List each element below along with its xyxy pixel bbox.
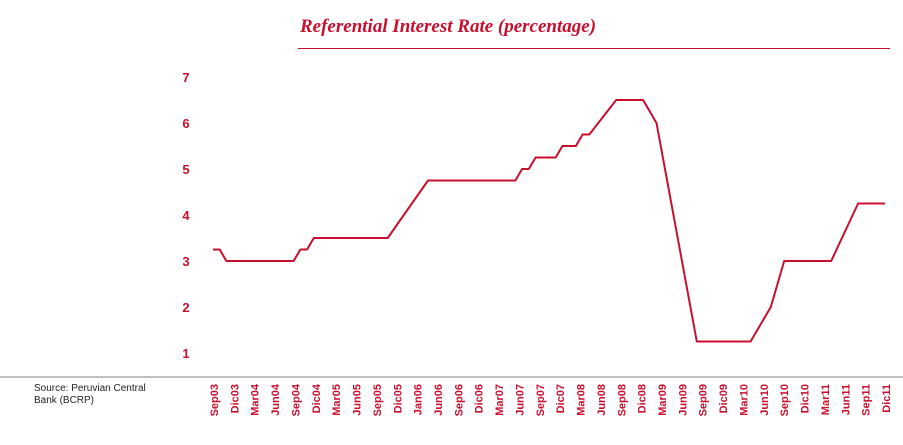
source-note: Source: Peruvian Central Bank (BCRP) <box>34 383 146 406</box>
y-tick-label: 6 <box>182 116 189 131</box>
x-tick-label: Sep09 <box>698 384 710 416</box>
x-tick-label: Dic11 <box>881 384 893 413</box>
y-tick-label: 1 <box>182 346 189 361</box>
x-tick-label: Mar07 <box>494 384 506 416</box>
y-tick-label: 3 <box>182 254 189 269</box>
y-tick-label: 4 <box>182 208 190 223</box>
x-tick-label: Dic08 <box>637 384 649 413</box>
chart-title: Referential Interest Rate (percentage) <box>300 16 597 37</box>
x-tick-label: Sep04 <box>290 383 302 416</box>
x-tick-label: Dic10 <box>800 384 812 413</box>
x-tick-label: Dic04 <box>311 383 323 413</box>
x-axis: Sep03 Dic03 Mar04 Jun04 Sep04 Dic04 Mar05 Jun05… <box>0 376 903 416</box>
x-tick-label: Dic09 <box>718 384 730 413</box>
x-tick-label: Jun10 <box>759 384 771 416</box>
title-divider <box>298 48 890 49</box>
x-tick-label: Jun05 <box>352 384 364 416</box>
x-tick-label: Dic05 <box>392 384 404 413</box>
x-tick-label: Mar10 <box>738 384 750 416</box>
x-tick-label: Sep08 <box>616 384 628 416</box>
x-tick-label: Jun11 <box>840 384 852 415</box>
y-tick-label: 2 <box>182 300 189 315</box>
x-tick-label: Jun04 <box>270 383 282 416</box>
x-tick-label: Sep07 <box>535 384 547 416</box>
x-tick-label: Dic03 <box>229 384 241 413</box>
x-tick-label: Mar04 <box>250 383 262 416</box>
y-tick-label: 7 <box>182 70 189 85</box>
series-layer <box>213 99 885 343</box>
x-tick-label: Jun09 <box>677 384 689 416</box>
x-tick-label: Dic06 <box>474 384 486 413</box>
x-tick-label: Sep03 <box>209 384 221 416</box>
x-tick-label: Jan06 <box>413 384 425 415</box>
x-tick-label: Jun08 <box>596 384 608 416</box>
x-tick-label: Dic07 <box>555 384 567 413</box>
x-tick-label: Sep11 <box>861 384 873 416</box>
rate-series-line <box>213 99 885 343</box>
y-tick-label: 5 <box>182 162 189 177</box>
x-tick-label: Mar11 <box>820 384 832 415</box>
x-tick-label: Jun07 <box>514 384 526 416</box>
x-tick-label: Mar09 <box>657 384 669 416</box>
x-tick-label: Mar08 <box>576 384 588 416</box>
x-tick-label: Jun06 <box>433 384 445 416</box>
x-tick-label: Sep10 <box>779 384 791 416</box>
x-tick-label: Sep05 <box>372 384 384 416</box>
x-tick-label: Sep06 <box>453 384 465 416</box>
y-axis: 1 2 3 4 5 6 7 <box>182 70 190 361</box>
x-tick-label: Mar05 <box>331 384 343 416</box>
